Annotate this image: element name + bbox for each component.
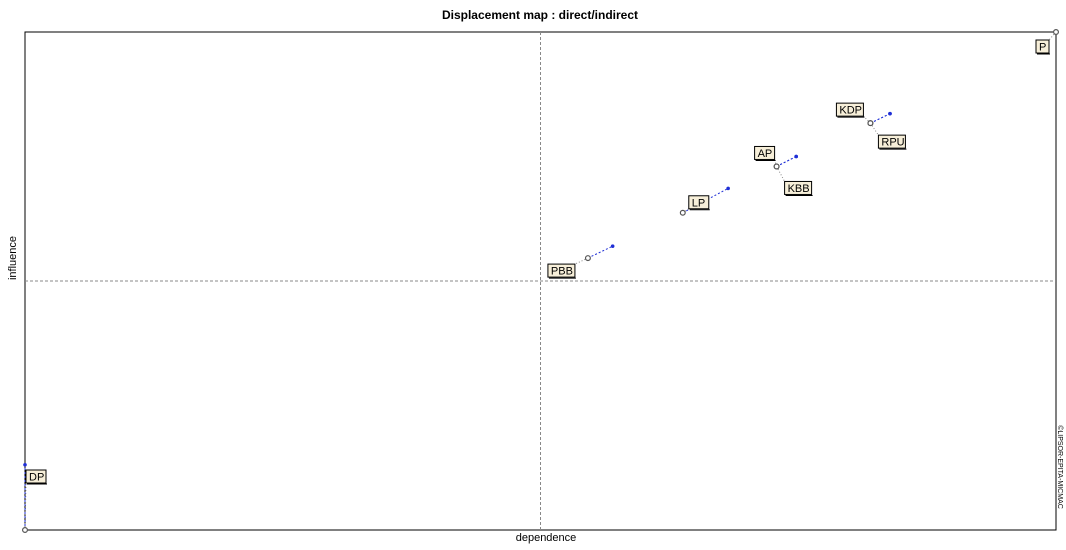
label-text-p: P xyxy=(1039,42,1046,54)
label-box-rpu xyxy=(877,134,906,149)
label-text-kdp: KDP xyxy=(839,105,862,117)
label-guide-dp xyxy=(24,482,27,531)
direct-point-lp xyxy=(679,209,686,216)
chart-title: Displacement map : direct/indirect xyxy=(442,8,638,22)
label-text-rpu: RPU xyxy=(881,137,904,149)
direct-point-pbb xyxy=(584,255,591,262)
indirect-point-kbb xyxy=(794,154,798,159)
label-text-lp: LP xyxy=(692,197,705,209)
reference-lines xyxy=(25,32,1056,530)
label-box-dp xyxy=(25,469,47,484)
indirect-point-pbb xyxy=(610,244,615,248)
label-text-ap: AP xyxy=(758,148,773,160)
label-text-kbb: KBB xyxy=(788,183,810,195)
direct-point-kbb xyxy=(773,163,780,170)
label-box-p xyxy=(1035,39,1050,54)
label-box-kbb xyxy=(784,180,813,195)
label-text-dp: DP xyxy=(29,472,44,484)
label-guide-rpu xyxy=(870,122,879,136)
label-box-lp xyxy=(688,195,710,210)
direct-point-dp xyxy=(22,526,29,533)
direct-point-rpu xyxy=(867,120,874,127)
direct-point-p xyxy=(1052,29,1059,36)
indirect-point-rpu xyxy=(888,111,892,116)
point-markers xyxy=(22,29,1059,533)
displacement-line-pbb xyxy=(587,245,613,259)
label-box-ap xyxy=(754,145,776,160)
copyright-text: ©LIPSOR-EPITA-MICMAC xyxy=(1056,425,1064,509)
variable-labels: P KDP RPU AP KBB LP PBB DP xyxy=(25,39,1050,485)
indirect-point-lp xyxy=(726,186,730,191)
label-text-pbb: PBB xyxy=(551,266,573,278)
indirect-point-dp xyxy=(23,462,27,467)
x-axis-label: dependence xyxy=(516,532,577,544)
label-box-kdp xyxy=(835,102,864,117)
label-box-pbb xyxy=(547,263,576,278)
label-guide-lp xyxy=(682,208,690,214)
y-axis-label: influence xyxy=(7,236,19,280)
